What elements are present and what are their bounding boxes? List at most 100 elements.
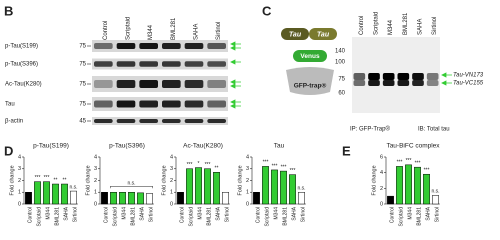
blot-band (139, 61, 158, 67)
y-tick-label: 4 (18, 154, 21, 160)
venus-text: Venus (300, 53, 320, 60)
tau-box (281, 28, 309, 40)
y-tick-label: 2 (380, 186, 383, 192)
y-axis-label: Fold change (371, 165, 377, 195)
significance: n.s. (69, 184, 77, 190)
blot-band (162, 100, 181, 108)
y-tick-label: 4 (170, 154, 173, 160)
y-tick-label: 2 (18, 178, 21, 184)
band-arrow (230, 45, 241, 51)
bar (137, 192, 144, 205)
bar (128, 192, 135, 205)
significance: *** (263, 160, 269, 166)
blot-band (207, 80, 226, 88)
x-tick-label: Sirtinol (72, 207, 78, 222)
tau-box (309, 28, 337, 40)
chart-title: Ac-Tau(K280) (183, 143, 223, 150)
blot-band (397, 73, 410, 80)
bar (213, 172, 220, 205)
x-tick-label: BML281 (282, 207, 288, 226)
marker-label: 75 (79, 44, 86, 50)
bar (101, 192, 108, 205)
lane-label: SAHA (194, 24, 200, 40)
x-tick-label: Sirtinol (300, 207, 306, 222)
significance: *** (281, 164, 287, 170)
significance: *** (406, 158, 412, 164)
blot-band (368, 80, 380, 86)
bar (423, 173, 430, 205)
significance: * (198, 161, 200, 167)
bar (43, 181, 50, 205)
significance: *** (290, 168, 296, 174)
row-label: β-actin (5, 119, 23, 125)
x-tick-label: M344 (45, 207, 51, 220)
blot-band (382, 80, 395, 86)
blot-band (116, 80, 136, 88)
y-tick-label: 3 (170, 166, 173, 172)
blot-band (139, 43, 158, 49)
tau-text: Tau (317, 31, 330, 38)
blot-band (397, 80, 410, 86)
band-arrow (230, 79, 241, 85)
bracket (110, 186, 153, 189)
x-tick-label: Control (389, 207, 395, 223)
blot-band (116, 43, 136, 49)
x-tick-label: SAHA (291, 206, 297, 220)
blot-band (116, 100, 136, 108)
blot-band (426, 73, 439, 80)
significance: ** (63, 177, 67, 183)
blot-band (94, 80, 113, 88)
significance: n.s. (431, 189, 439, 195)
band-arrow (230, 103, 241, 109)
row-label: p-Tau(S396) (5, 62, 38, 68)
trap-text: GFP-trap® (294, 82, 327, 90)
marker-label: 100 (335, 60, 346, 66)
lane-label: SAHA (418, 19, 424, 35)
blot-band (382, 73, 395, 80)
x-tick-label: M344 (121, 207, 127, 220)
x-tick-label: Control (179, 207, 185, 223)
lane-label: Control (103, 21, 109, 40)
blot-band (139, 100, 158, 108)
band-arrow (441, 72, 452, 78)
blot-band (412, 73, 424, 80)
y-tick-label: 3 (246, 166, 249, 172)
y-tick-label: 0 (18, 201, 21, 207)
x-tick-label: Scriptaid (36, 207, 42, 227)
panel-label: D (4, 143, 13, 158)
blot-band (94, 119, 113, 123)
blot-band (162, 43, 181, 49)
significance: n.s. (297, 186, 305, 192)
bar (298, 192, 305, 205)
lane-label: BML281 (171, 17, 177, 40)
bar (280, 170, 287, 205)
chart-title: p-Tau(S396) (109, 143, 145, 150)
y-tick-label: 3 (94, 166, 97, 172)
bar (61, 183, 68, 205)
blot-band (412, 80, 424, 86)
bar (52, 183, 59, 205)
blot-band (368, 73, 380, 80)
chart-title: p-Tau(S199) (33, 143, 69, 150)
y-tick-label: 0 (380, 201, 383, 207)
significance: *** (44, 175, 50, 181)
lane-label: Control (359, 16, 365, 35)
band-label: Tau-VC155 (453, 81, 484, 87)
band-label: Tau-VN173 (453, 73, 484, 79)
bar (34, 181, 41, 205)
blot-band (353, 73, 366, 80)
x-tick-label: SAHA (425, 206, 431, 220)
y-tick-label: 0 (246, 201, 249, 207)
x-tick-label: BML281 (416, 207, 422, 226)
significance: *** (424, 168, 430, 174)
y-tick-label: 2 (94, 178, 97, 184)
x-tick-label: Control (103, 207, 109, 223)
bar (195, 167, 202, 205)
x-tick-label: Control (255, 207, 261, 223)
lane-label: Sirtinol (432, 17, 438, 35)
blot-band (184, 119, 204, 123)
significance: *** (205, 162, 211, 168)
x-tick-label: M344 (273, 207, 279, 220)
chart-title: Tau (274, 143, 285, 150)
lane-label: Sirtinol (216, 22, 222, 40)
